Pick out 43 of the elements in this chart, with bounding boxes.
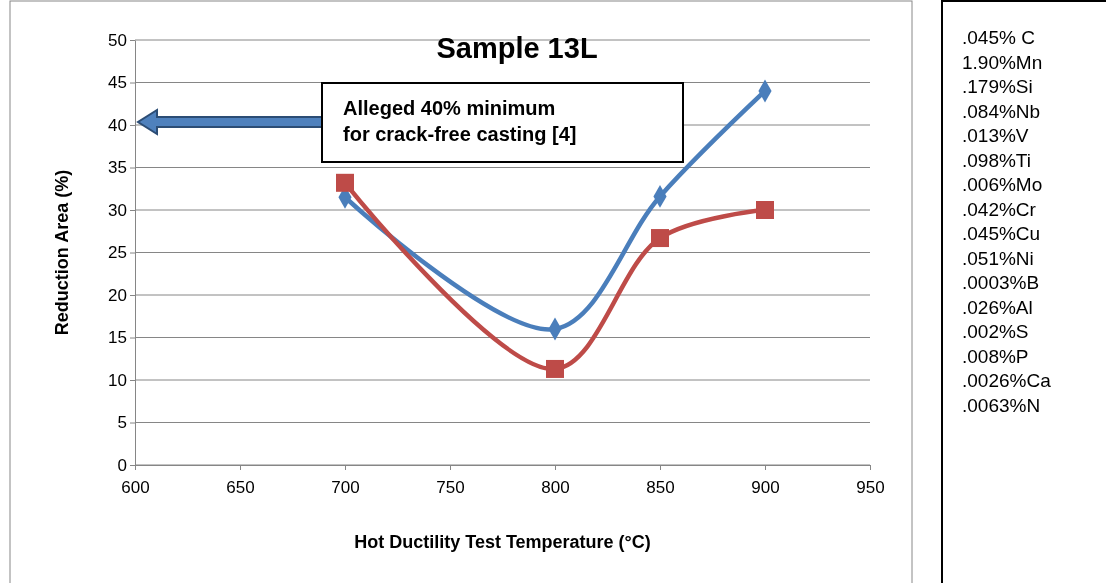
y-tick-label: 30 xyxy=(108,200,127,220)
text: .026%Al xyxy=(962,296,1033,318)
text: .013%V xyxy=(962,125,1029,146)
y-tick-label: 20 xyxy=(108,285,127,305)
x-tick-label: 600 xyxy=(121,478,150,498)
text: 1.90%Mn xyxy=(962,51,1043,73)
y-tick-label: 15 xyxy=(108,328,127,348)
text: .0063%N xyxy=(962,394,1041,416)
text: .045%Cu xyxy=(962,223,1041,244)
x-tick-label: 650 xyxy=(226,478,255,498)
y-tick-label: 50 xyxy=(108,30,127,50)
text: .008%P xyxy=(962,345,1029,367)
y-tick-label: 0 xyxy=(117,455,127,475)
point xyxy=(756,201,774,219)
point xyxy=(546,359,564,378)
annotation: Alleged 40% minimum for crack-free casting [4] xyxy=(343,97,577,145)
x-tick-label: 750 xyxy=(436,478,465,498)
x-axis-title: Hot Ductility Test Temperature (°C) xyxy=(354,532,651,552)
text: .179%Si xyxy=(962,76,1033,97)
x-tick-label: 700 xyxy=(331,478,360,498)
text: .002%S xyxy=(962,321,1029,342)
text: .098%Ti xyxy=(962,149,1031,171)
x-tick-label: 900 xyxy=(751,478,780,498)
text: .0003%B xyxy=(962,272,1040,293)
y-tick-label: 35 xyxy=(108,158,127,178)
text: .006%Mo xyxy=(962,174,1043,195)
y-tick-label: 40 xyxy=(108,115,127,135)
y-tick-label: 45 xyxy=(108,73,127,93)
point xyxy=(336,173,354,192)
x-tick-label: 800 xyxy=(541,478,570,498)
y-tick-label: 5 xyxy=(117,413,127,433)
text: .045% C xyxy=(962,27,1035,48)
x-tick-label: 950 xyxy=(856,478,885,498)
chart-title: Sample 13L xyxy=(436,32,598,64)
point xyxy=(651,229,669,248)
y-tick-label: 10 xyxy=(108,370,127,390)
y-axis-title: Reduction Area (%) xyxy=(52,169,72,336)
x-tick-label: 850 xyxy=(646,478,675,498)
text: .0026%Ca xyxy=(962,370,1052,391)
text: .051%Ni xyxy=(962,247,1034,269)
y-tick-label: 25 xyxy=(108,243,127,263)
text: .042%Cr xyxy=(962,198,1037,220)
text: .084%Nb xyxy=(962,100,1041,122)
